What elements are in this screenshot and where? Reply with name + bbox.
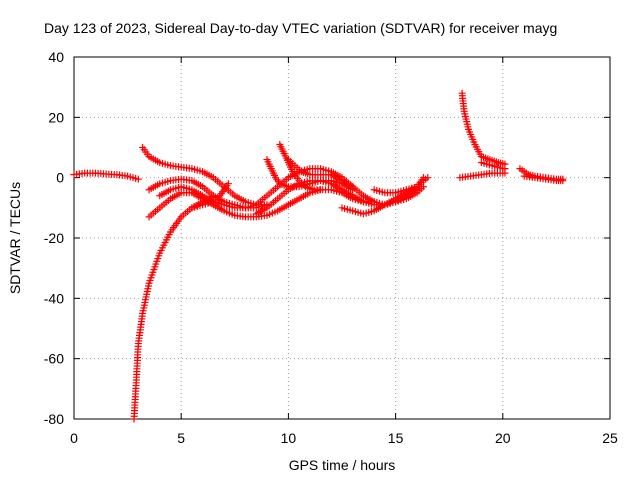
data-point (349, 183, 357, 191)
y-tick-label: 20 (48, 109, 64, 125)
chart-title: Day 123 of 2023, Sidereal Day-to-day VTE… (44, 20, 557, 36)
data-point (424, 174, 432, 182)
series-arc-15 (458, 89, 509, 168)
series-arc-12 (284, 156, 357, 191)
y-tick-label: 40 (48, 49, 64, 65)
series-arc-1 (70, 169, 142, 183)
data-point (188, 204, 196, 212)
x-tick-label: 0 (70, 430, 78, 446)
data-markers (70, 89, 567, 423)
y-tick-label: -80 (44, 411, 64, 427)
x-tick-label: 25 (602, 430, 618, 446)
x-axis-label: GPS time / hours (289, 457, 396, 473)
y-tick-label: 0 (56, 170, 64, 186)
series-arc-16 (456, 169, 509, 182)
x-tick-label: 10 (281, 430, 297, 446)
x-tick-label: 20 (495, 430, 511, 446)
series-arc-10 (276, 140, 378, 206)
series-arc-17 (477, 159, 509, 173)
x-tick-label: 5 (177, 430, 185, 446)
y-tick-label: -40 (44, 290, 64, 306)
data-point (501, 165, 509, 173)
series-arc-2 (130, 192, 217, 423)
y-axis-label: SDTVAR / TECUs (7, 182, 23, 294)
x-tick-label: 15 (388, 430, 404, 446)
series-arc-14 (370, 174, 432, 197)
data-point (134, 175, 142, 183)
grid (74, 57, 610, 419)
data-point (559, 177, 567, 185)
y-tick-label: -20 (44, 230, 64, 246)
series-arc-6 (156, 183, 250, 212)
data-point (370, 198, 378, 206)
axis-ticks: 0 5 10 15 20 25 -80 -60 -40 -20 0 20 40 (44, 49, 618, 446)
series-arc-19 (520, 172, 567, 185)
data-point (419, 183, 427, 191)
y-tick-label: -60 (44, 351, 64, 367)
series-arc-7 (188, 180, 232, 212)
